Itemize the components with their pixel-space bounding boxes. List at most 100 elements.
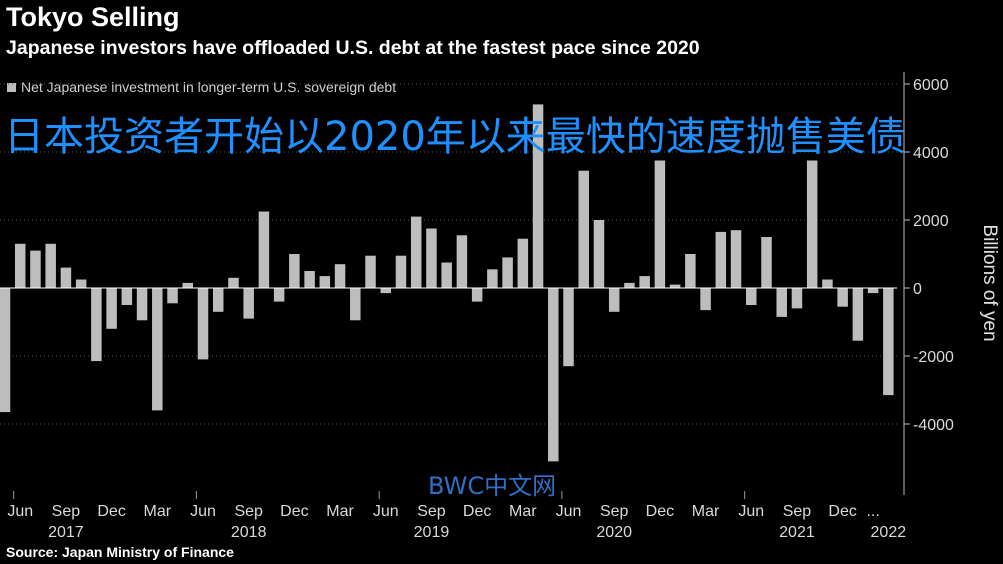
bar xyxy=(14,243,26,288)
bar xyxy=(837,288,848,307)
bar xyxy=(30,250,41,288)
bar xyxy=(639,276,650,288)
x-year-label: 2020 xyxy=(596,524,632,541)
bar xyxy=(624,282,635,288)
y-tick-label: 4000 xyxy=(913,145,949,162)
bar xyxy=(532,104,544,289)
bar xyxy=(883,288,894,396)
x-month-label: Dec xyxy=(463,503,491,520)
bar xyxy=(334,264,346,288)
x-month-label: Sep xyxy=(783,503,812,520)
bar xyxy=(776,288,787,317)
bar xyxy=(746,288,757,305)
bar xyxy=(45,243,56,288)
x-month-label: Jun xyxy=(190,503,216,520)
bar xyxy=(441,262,452,288)
legend-label: Net Japanese investment in longer-term U… xyxy=(21,79,397,95)
x-month-label: Sep xyxy=(234,503,263,520)
bar xyxy=(289,254,300,288)
x-year-label: 2019 xyxy=(414,524,450,541)
y-tick-label: -4000 xyxy=(913,417,954,434)
bar xyxy=(669,284,681,288)
bar xyxy=(700,288,711,311)
bar xyxy=(273,288,285,302)
bar xyxy=(563,288,574,367)
bar xyxy=(60,267,72,288)
bar xyxy=(167,288,178,304)
bar xyxy=(822,279,833,288)
x-month-label: Jun xyxy=(738,503,764,520)
x-month-label: Sep xyxy=(417,503,446,520)
y-tick-label: 0 xyxy=(913,281,922,298)
bar xyxy=(806,160,818,288)
y-axis-title: Billions of yen xyxy=(979,224,1000,341)
bar xyxy=(715,231,727,288)
source-note: Source: Japan Ministry of Finance xyxy=(6,544,234,560)
y-tick-label: 2000 xyxy=(913,213,949,230)
bar xyxy=(593,220,605,288)
x-year-label: 2017 xyxy=(48,524,84,541)
bar xyxy=(608,288,620,312)
bar xyxy=(654,160,666,288)
bar xyxy=(426,228,437,288)
bar xyxy=(152,288,163,411)
y-tick-label: -2000 xyxy=(913,349,954,366)
x-year-label: 2022 xyxy=(871,524,907,541)
bar xyxy=(502,257,513,288)
bar xyxy=(730,230,742,288)
chart-subtitle: Japanese investors have offloaded U.S. d… xyxy=(6,37,700,59)
legend-swatch xyxy=(7,83,16,92)
bar xyxy=(75,279,87,288)
legend: Net Japanese investment in longer-term U… xyxy=(7,79,396,95)
bar xyxy=(380,288,391,294)
bar xyxy=(319,276,331,288)
x-year-label: 2021 xyxy=(779,524,815,541)
bar xyxy=(578,170,589,288)
bar xyxy=(91,288,102,362)
x-year-label: 2018 xyxy=(231,524,267,541)
bar xyxy=(517,238,529,288)
x-month-label: Dec xyxy=(646,503,674,520)
bar xyxy=(136,288,148,321)
bar xyxy=(471,288,483,302)
bar xyxy=(791,288,803,309)
bar xyxy=(685,254,696,288)
bar xyxy=(867,288,879,294)
x-month-label: Mar xyxy=(144,503,172,520)
x-month-label: Mar xyxy=(326,503,354,520)
watermark: BWC中文网 xyxy=(428,472,557,500)
bar xyxy=(350,288,361,321)
chinese-caption-overlay: 日本投资者开始以2020年以来最快的速度抛售美债 xyxy=(4,114,906,160)
x-month-label: Dec xyxy=(828,503,856,520)
bar xyxy=(761,237,772,288)
bar xyxy=(106,288,117,329)
x-month-label: Sep xyxy=(600,503,629,520)
bar xyxy=(243,288,254,319)
bar xyxy=(395,255,407,288)
bar xyxy=(410,216,422,288)
y-tick-label: 6000 xyxy=(913,77,949,94)
chart-title: Tokyo Selling xyxy=(6,2,180,32)
bar xyxy=(182,282,194,288)
x-month-label: Dec xyxy=(280,503,308,520)
bar xyxy=(548,288,559,462)
bar xyxy=(228,277,239,288)
x-month-label: ... xyxy=(866,503,879,520)
bar xyxy=(0,288,11,413)
x-month-label: Mar xyxy=(509,503,537,520)
x-month-label: Jun xyxy=(373,503,399,520)
bar xyxy=(852,288,864,341)
x-month-label: Jun xyxy=(7,503,33,520)
bar xyxy=(456,235,468,288)
bar xyxy=(487,269,498,288)
x-month-label: Dec xyxy=(97,503,125,520)
x-month-label: Mar xyxy=(692,503,720,520)
bar xyxy=(121,288,133,305)
bar xyxy=(258,211,270,288)
bar xyxy=(365,255,376,288)
x-month-label: Jun xyxy=(556,503,582,520)
bar xyxy=(304,271,315,288)
x-month-label: Sep xyxy=(52,503,81,520)
bar xyxy=(197,288,209,360)
